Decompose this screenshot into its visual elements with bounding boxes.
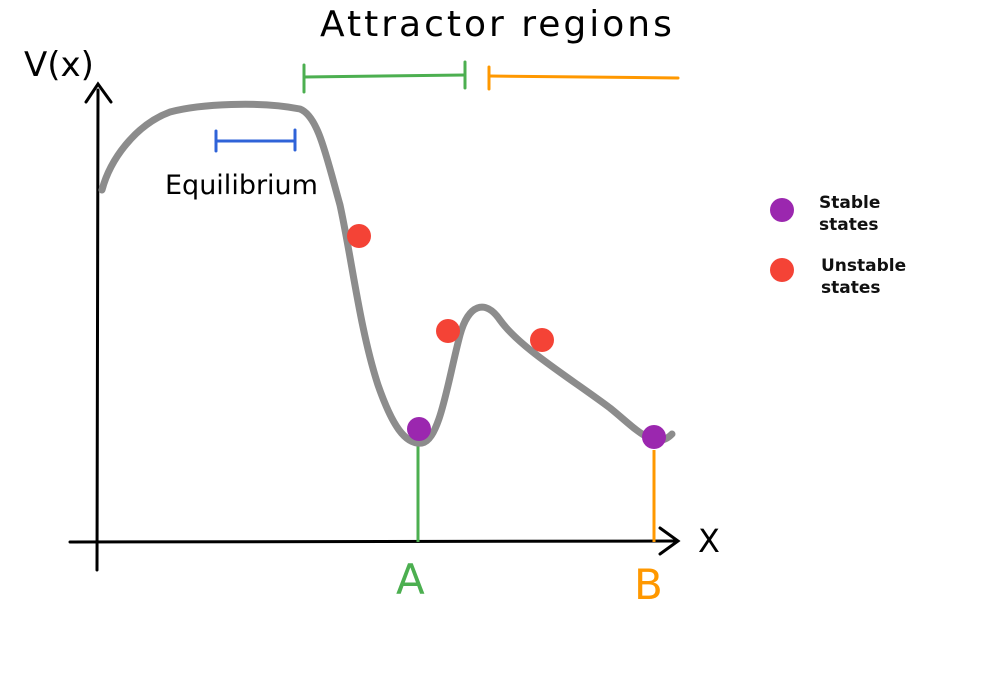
legend-unstable-label-line1: Unstable — [821, 256, 906, 276]
stable-state-point — [642, 425, 666, 449]
legend-unstable-label-line2: states — [821, 278, 881, 298]
y-axis — [84, 81, 113, 572]
attractor-a-label: A — [396, 555, 425, 604]
x-axis-label: X — [698, 522, 720, 560]
equilibrium-bracket — [214, 128, 297, 153]
legend: Stable states Unstable states — [770, 193, 906, 298]
equilibrium-label: Equilibrium — [165, 170, 318, 201]
unstable-state-point — [436, 319, 460, 343]
unstable-state-point — [530, 328, 554, 352]
potential-curve — [98, 100, 676, 447]
unstable-state-point — [347, 224, 371, 248]
region-b-bracket — [487, 65, 680, 91]
region-a-bracket — [302, 60, 467, 94]
diagram-title: Attractor regions — [320, 4, 675, 45]
stable-state-point — [407, 417, 431, 441]
legend-stable-label-line2: states — [819, 215, 879, 235]
legend-stable-swatch — [770, 198, 794, 222]
x-axis — [68, 526, 681, 556]
legend-stable-label-line1: Stable — [819, 193, 880, 213]
legend-unstable-swatch — [770, 258, 794, 282]
y-axis-label: V(x) — [24, 45, 94, 85]
attractor-b-label: B — [634, 560, 663, 609]
